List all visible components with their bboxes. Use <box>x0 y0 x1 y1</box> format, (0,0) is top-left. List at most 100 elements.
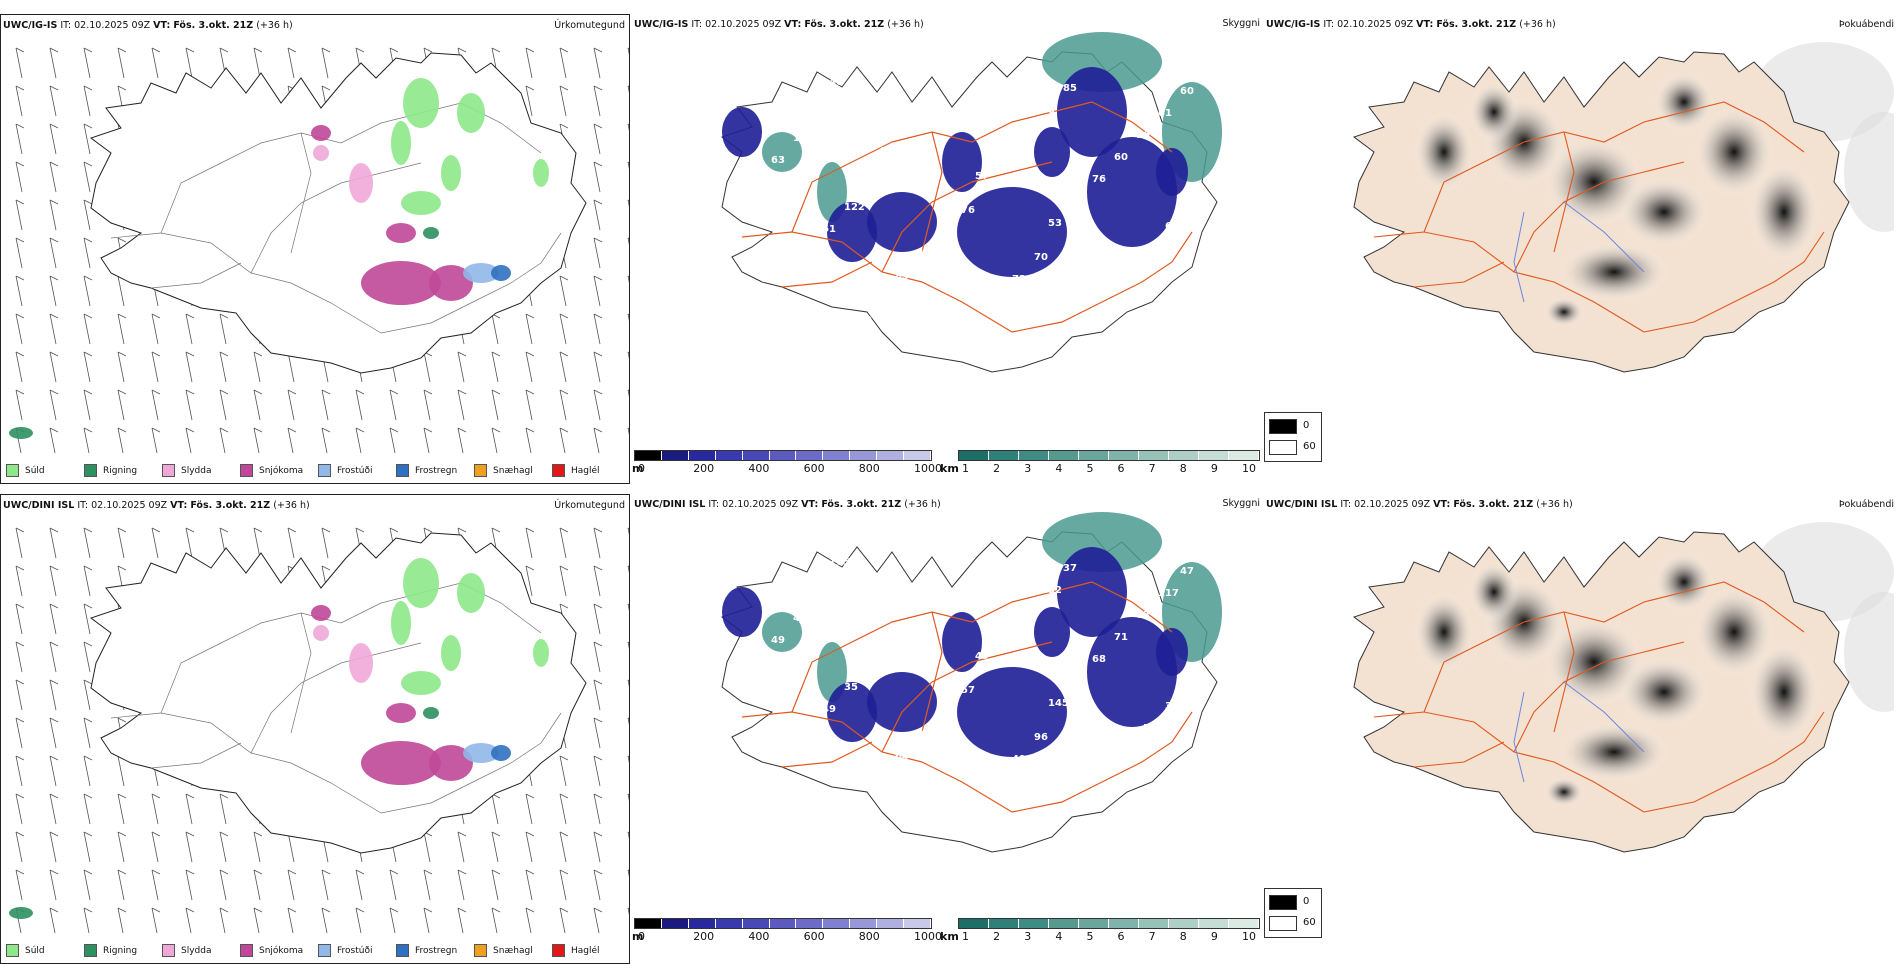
legend-label: Rigning <box>103 945 138 956</box>
road-network <box>741 101 1193 333</box>
cloud-base-value: 95 <box>807 99 821 110</box>
cloud-base-value: 45 <box>873 293 887 304</box>
legend-swatch <box>6 464 19 477</box>
cloud-base-value: 64 <box>895 751 909 762</box>
colorbar-unit: km <box>940 462 959 475</box>
legend-swatch <box>396 944 409 957</box>
legend-label: Snjókoma <box>259 945 304 956</box>
iceland-fog-map <box>1352 42 1894 373</box>
legend-item-slydda: Slydda <box>162 464 240 477</box>
cloud-base-value: 60 <box>1070 196 1084 207</box>
fog-panel-bottom: UWC/DINI ISL IT: 02.10.2025 09Z VT: Fös.… <box>1264 494 1894 964</box>
cloud-base-value: 40 <box>829 77 843 88</box>
cloud-base-value: 56 <box>924 102 938 113</box>
cloud-base-areas <box>722 67 1188 277</box>
colorbar-step <box>959 451 989 460</box>
colorbar-strip <box>958 918 1260 929</box>
cloud-base-value: 93 <box>1085 801 1099 812</box>
legend-label: Haglél <box>571 465 600 476</box>
legend-item-haglél: Haglél <box>552 464 629 477</box>
cloud-base-value: 71 <box>1114 632 1128 643</box>
legend-label: Snæhagl <box>493 945 533 956</box>
colorbar-step <box>635 451 662 460</box>
colorbar-step <box>688 451 716 460</box>
legend-label: Slydda <box>181 465 212 476</box>
cloud-base-value: 74 <box>800 726 814 737</box>
cloud-base-value: 57 <box>815 591 829 602</box>
legend-item-snjókoma: Snjókoma <box>240 944 318 957</box>
colorbar-tick: 1 <box>962 930 969 943</box>
colorbar-step <box>742 919 770 928</box>
cloud-base-value: 63 <box>771 155 785 166</box>
cloud-base-value: 76 <box>1092 174 1106 185</box>
cloud-base-value: 60 <box>1114 152 1128 163</box>
legend-item-snæhagl: Snæhagl <box>474 944 552 957</box>
cloud-base-colorbar: m 0 200 400 600 800 1000 <box>632 450 942 480</box>
colorbar-tick: 4 <box>1055 462 1063 475</box>
visibility-colorbar: km 1 2 3 4 5 6 7 8 9 10 <box>940 450 1260 480</box>
iceland-precip-map <box>9 527 629 933</box>
legend-swatch <box>396 464 409 477</box>
legend-label: Frostúði <box>337 465 373 476</box>
colorbar-step <box>823 919 851 928</box>
cloud-base-value: 37 <box>1165 701 1179 712</box>
colorbar-tick: 8 <box>1179 930 1187 943</box>
cloud-base-panel-top: UWC/IG-IS IT: 02.10.2025 09Z VT: Fös. 3.… <box>632 14 1262 484</box>
cloud-base-areas <box>722 547 1188 757</box>
legend-swatch <box>84 464 97 477</box>
cloud-base-value: 49 <box>822 704 836 715</box>
colorbar-tick: 200 <box>693 930 715 943</box>
colorbar-tick: 1000 <box>914 462 942 475</box>
cloud-base-value: 90 <box>1019 607 1033 618</box>
cloud-base-value: 65 <box>1165 221 1179 232</box>
cloud-base-value: 49 <box>888 158 902 169</box>
legend-swatch <box>318 944 331 957</box>
legend-label: Súld <box>25 465 45 476</box>
cloud-base-value: 148 <box>800 246 821 257</box>
colorbar-tick: 7 <box>1148 930 1156 943</box>
colorbar-tick: 1000 <box>914 930 942 943</box>
colorbar-step <box>661 919 689 928</box>
iceland-cloud-map: 5660497670416010838447210161631224238859… <box>720 32 1222 373</box>
colorbar-step <box>904 919 931 928</box>
cloud-base-value: 171 <box>1194 312 1215 323</box>
legend-label: Súld <box>25 945 45 956</box>
precip-legend: Súld Rigning Slydda Snjókoma Frostúði Frostre… <box>6 464 629 477</box>
fog-swatch-0 <box>1269 895 1297 910</box>
colorbar-tick: 5 <box>1086 930 1094 943</box>
cloud-base-value: 219 <box>917 729 938 740</box>
legend-item-snjókoma: Snjókoma <box>240 464 318 477</box>
cloud-base-value: 48 <box>1143 243 1157 254</box>
fog-panel-top: UWC/IG-IS IT: 02.10.2025 09Z VT: Fös. 3.… <box>1264 14 1894 484</box>
colorbar-step <box>1139 919 1169 928</box>
iceland-landmass <box>89 52 587 374</box>
colorbar-tick: 6 <box>1117 930 1125 943</box>
legend-item-frostregn: Frostregn <box>396 464 474 477</box>
cloud-base-value: 48 <box>1121 265 1135 276</box>
cloud-base-value: 65 <box>749 177 763 188</box>
cloud-base-value: 44 <box>939 227 953 238</box>
colorbar-tick: 8 <box>1179 462 1187 475</box>
cloud-base-value: 38 <box>866 180 880 191</box>
fog-swatch-60 <box>1269 916 1297 931</box>
legend-label: Frostúði <box>337 945 373 956</box>
colorbar-step <box>715 919 743 928</box>
cloud-base-value: 45 <box>968 798 982 809</box>
colorbar-tick: 2 <box>993 462 1001 475</box>
colorbar-step <box>715 451 743 460</box>
legend-item-frostúði: Frostúði <box>318 464 396 477</box>
colorbar-unit: km <box>940 930 959 943</box>
colorbar-step <box>1229 919 1259 928</box>
legend-label: Frostregn <box>415 945 458 956</box>
cloud-base-value: 71 <box>749 657 763 668</box>
colorbar-step <box>959 919 989 928</box>
road-network <box>1373 581 1825 813</box>
colorbar-tick: 200 <box>693 462 715 475</box>
cloud-base-value: 39 <box>946 80 960 91</box>
colorbar-tick: 0 <box>638 462 645 475</box>
colorbar-step <box>1079 919 1109 928</box>
legend-swatch <box>84 944 97 957</box>
cloud-base-value: 101 <box>1019 127 1040 138</box>
colorbar-tick: 2 <box>993 930 1001 943</box>
cloud-base-value: 60 <box>888 638 902 649</box>
